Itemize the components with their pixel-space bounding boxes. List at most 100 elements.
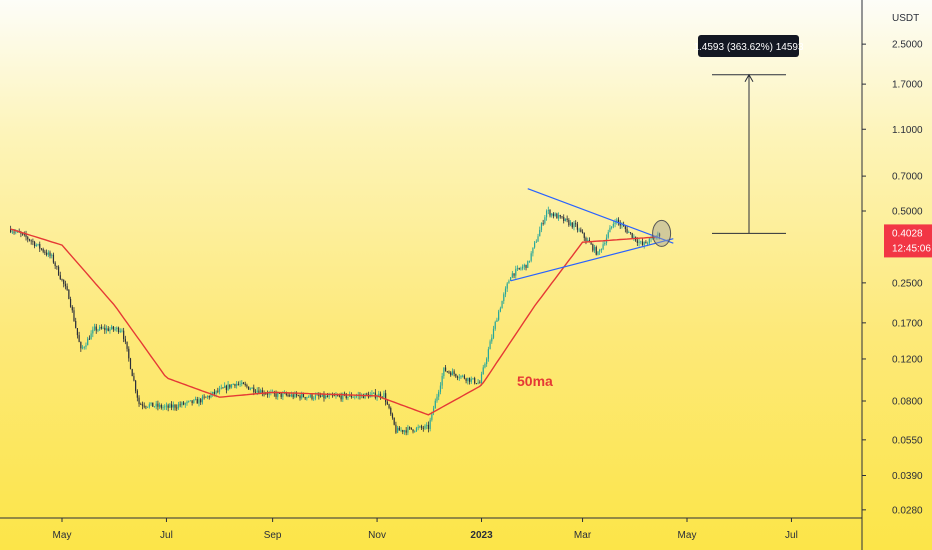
candle-body	[564, 218, 567, 221]
candle-body	[427, 424, 430, 429]
candle-body	[40, 248, 43, 250]
candle	[27, 235, 29, 243]
candle	[600, 248, 602, 253]
candle-body	[215, 390, 217, 394]
time-tick-label: Jul	[160, 530, 173, 541]
candle-body	[492, 328, 495, 338]
candle	[63, 279, 65, 288]
candle-body	[571, 222, 573, 228]
candle	[527, 260, 529, 268]
candle-body	[136, 390, 138, 398]
candle	[165, 402, 168, 411]
candle	[424, 424, 426, 430]
candle	[57, 265, 60, 276]
candle	[114, 326, 116, 332]
candle	[44, 249, 46, 256]
candle	[520, 266, 522, 271]
candle-body	[176, 407, 178, 409]
candle	[198, 397, 200, 407]
candle	[28, 238, 31, 242]
candle	[441, 372, 443, 389]
candle	[455, 373, 457, 378]
candle	[45, 249, 48, 257]
candle	[528, 260, 531, 263]
candle-body	[511, 273, 513, 278]
candle	[468, 377, 471, 385]
candle-body	[354, 396, 356, 398]
candle-body	[484, 363, 486, 368]
candle	[432, 405, 435, 416]
candle	[32, 238, 34, 246]
candle-body	[265, 393, 267, 395]
candle-body	[131, 369, 133, 377]
candle-body	[193, 399, 195, 404]
candle-body	[284, 393, 286, 394]
candle-body	[200, 399, 202, 403]
candle-body	[225, 385, 227, 390]
candle-body	[258, 390, 260, 394]
candle	[566, 215, 568, 223]
candle-body	[561, 216, 563, 218]
triangle-lower-trendline[interactable]	[510, 238, 674, 282]
candle	[87, 336, 89, 346]
candle	[126, 341, 128, 352]
candle-body	[220, 387, 222, 389]
candle	[624, 224, 626, 233]
candle	[564, 218, 567, 222]
drawings-layer[interactable]: 1.4593 (363.62%) 14593	[510, 35, 804, 282]
candle-body	[311, 394, 313, 399]
candle-body	[227, 384, 229, 390]
candle-body	[477, 382, 479, 384]
candle-body	[159, 404, 161, 407]
candle	[643, 241, 645, 249]
breakout-circle[interactable]	[652, 219, 672, 247]
candle	[174, 404, 176, 411]
candle	[85, 342, 87, 350]
candle	[182, 400, 185, 406]
candle-body	[403, 430, 406, 432]
candle	[75, 317, 77, 329]
candle-body	[51, 254, 53, 256]
candle-body	[486, 358, 488, 364]
candle	[164, 404, 166, 410]
candle-body	[92, 329, 94, 334]
candle	[64, 280, 67, 290]
candle-body	[102, 327, 104, 329]
candle	[129, 357, 132, 370]
candle-body	[650, 237, 652, 239]
candle-body	[342, 393, 344, 400]
candle	[436, 393, 438, 403]
candle	[191, 400, 193, 406]
candle-body	[95, 326, 97, 331]
candle	[232, 383, 234, 385]
candle	[95, 323, 97, 334]
candle	[472, 377, 474, 380]
candle-body	[544, 217, 546, 224]
candle-body	[566, 218, 568, 220]
candle	[131, 368, 133, 377]
candle	[297, 394, 299, 397]
candle-body	[648, 238, 650, 244]
candle	[379, 391, 382, 400]
triangle-upper-trendline[interactable]	[527, 188, 674, 244]
candle	[378, 390, 380, 397]
candle-body	[534, 242, 536, 248]
candle	[412, 429, 414, 434]
candle	[239, 380, 241, 388]
candle	[571, 222, 573, 229]
candle	[148, 402, 150, 409]
candle	[206, 395, 209, 400]
candle-body	[657, 233, 659, 237]
candle	[403, 429, 406, 435]
candle-body	[376, 396, 378, 398]
candle-body	[186, 401, 188, 404]
candle-body	[30, 240, 32, 242]
candle-body	[535, 241, 537, 243]
candle	[22, 233, 24, 236]
candle	[179, 401, 181, 408]
candle	[342, 392, 344, 403]
candle	[592, 243, 594, 253]
candle-body	[575, 223, 577, 225]
